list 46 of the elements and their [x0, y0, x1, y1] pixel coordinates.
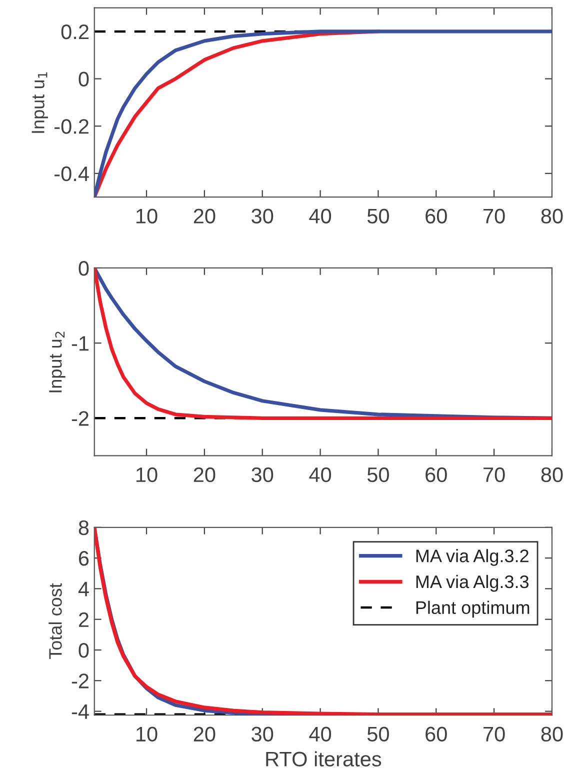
y-tick-label: 0 — [78, 72, 89, 87]
y-tick-label: -0.4 — [54, 166, 89, 182]
y-tick-label: -4 — [72, 704, 89, 719]
x-tick-label: 30 — [252, 208, 274, 224]
x-tick-label: 20 — [194, 726, 216, 742]
x-tick-label: 20 — [194, 467, 216, 482]
x-tick-label: 60 — [426, 726, 447, 742]
x-tick-label: 10 — [136, 208, 158, 224]
x-tick-label: 80 — [541, 467, 563, 482]
legend-label: MA via Alg.3.2 — [416, 549, 528, 566]
x-tick-label: 50 — [367, 726, 389, 742]
x-tick-label: 50 — [367, 467, 389, 482]
legend-label: Plant optimum — [416, 600, 530, 618]
x-tick-label: 30 — [252, 726, 274, 742]
y-axis-title: Total cost — [48, 583, 62, 659]
y-tick-label: 6 — [78, 551, 89, 566]
y-tick-label: 2 — [78, 612, 88, 627]
x-tick-label: 10 — [136, 467, 158, 482]
y-tick-label: 8 — [78, 520, 89, 536]
legend-label: MA via Alg.3.3 — [416, 574, 529, 592]
y-tick-label: -0.2 — [54, 119, 88, 134]
x-tick-label: 30 — [252, 467, 274, 482]
y-tick-label: 4 — [78, 582, 89, 596]
x-tick-label: 40 — [309, 467, 332, 482]
y-tick-label: -2 — [72, 674, 88, 688]
x-tick-label: 60 — [426, 208, 447, 224]
x-tick-label: 20 — [194, 208, 216, 224]
x-tick-label: 60 — [426, 467, 447, 482]
x-axis-title: RTO iterates — [266, 751, 382, 767]
x-tick-label: 40 — [309, 208, 332, 224]
x-tick-label: 80 — [541, 726, 563, 742]
y-axis-title: Input u$_{1}$ — [32, 72, 48, 133]
x-tick-label: 80 — [541, 208, 563, 224]
line-series — [94, 527, 552, 716]
x-tick-label: 40 — [309, 726, 332, 742]
y-axis-title: Input u$_{2}$ — [49, 332, 66, 392]
x-tick-label: 50 — [367, 208, 389, 224]
y-tick-label: 0 — [78, 260, 89, 276]
y-tick-label: -1 — [72, 336, 89, 351]
y-tick-label: -2 — [72, 411, 88, 426]
x-tick-label: 70 — [484, 726, 505, 742]
x-tick-label: 70 — [484, 467, 505, 482]
y-tick-label: 0 — [78, 642, 89, 658]
x-tick-label: 10 — [136, 726, 158, 742]
x-tick-label: 70 — [484, 208, 505, 224]
y-tick-label: 0.2 — [61, 24, 88, 40]
